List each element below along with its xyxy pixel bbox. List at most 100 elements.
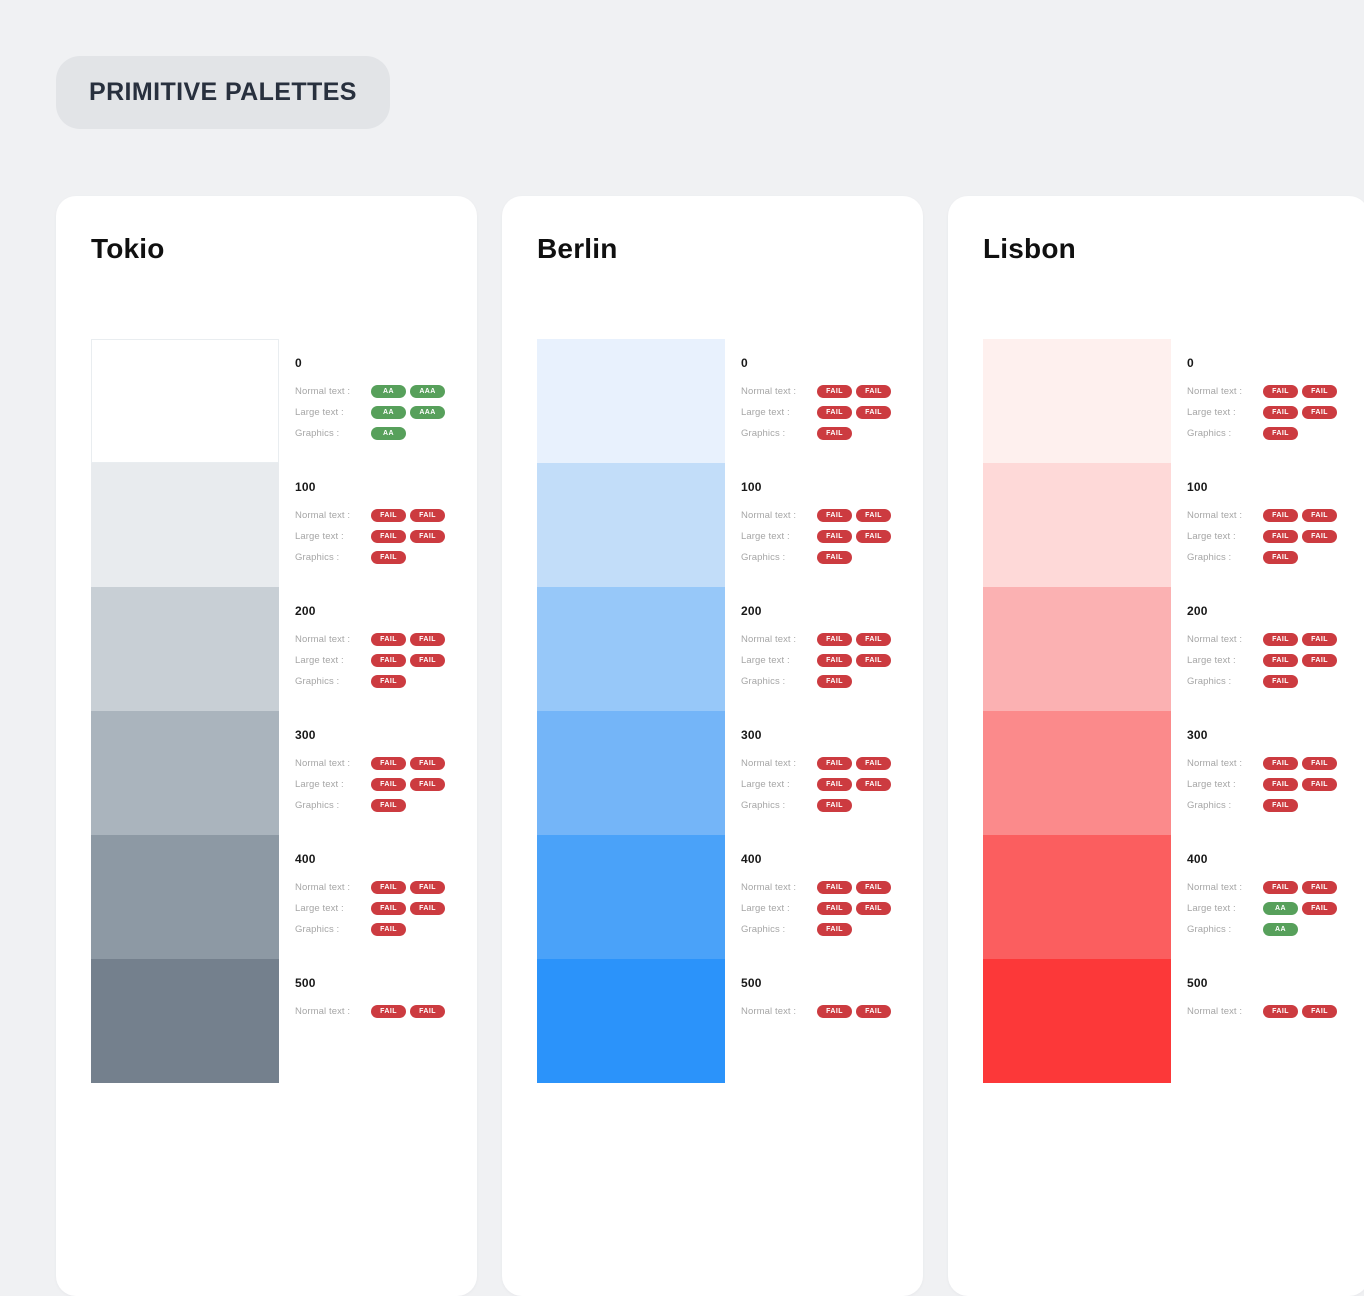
contrast-badges: FAIL FAIL [371, 902, 445, 915]
scale-label: 500 [1187, 976, 1208, 990]
color-swatch-100 [91, 463, 279, 587]
contrast-row: Normal text : FAIL FAIL [741, 877, 923, 898]
contrast-row: Normal text : FAIL FAIL [295, 877, 477, 898]
contrast-row-label: Normal text : [1187, 758, 1243, 769]
palette-card-berlin: Berlin 0 Normal text : FAIL FAIL Large text :… [502, 196, 923, 1296]
swatch-column [537, 339, 725, 1083]
scale-group-300: 300 Normal text : FAIL FAIL Large text : FAIL… [1187, 711, 1364, 835]
palette-card-tokio: Tokio 0 Normal text : AA AAA Large text : AA AA… [56, 196, 477, 1296]
contrast-badges: FAIL FAIL [1263, 778, 1337, 791]
contrast-row-label: Graphics : [741, 924, 786, 935]
contrast-badge: FAIL [856, 509, 891, 522]
contrast-row-label: Graphics : [1187, 428, 1232, 439]
contrast-badge: FAIL [1263, 509, 1298, 522]
contrast-badge: AA [371, 427, 406, 440]
color-swatch-300 [983, 711, 1171, 835]
contrast-row: Normal text : FAIL FAIL [741, 629, 923, 650]
contrast-row-label: Normal text : [741, 386, 797, 397]
contrast-row-label: Normal text : [295, 758, 351, 769]
contrast-row-label: Graphics : [295, 800, 340, 811]
contrast-badges: FAIL FAIL [817, 509, 891, 522]
contrast-row: Large text : AA FAIL [1187, 898, 1364, 919]
contrast-badge: FAIL [1263, 881, 1298, 894]
scale-group-500: 500 Normal text : FAIL FAIL [741, 959, 923, 1083]
contrast-row-label: Normal text : [295, 634, 351, 645]
contrast-badge: FAIL [856, 757, 891, 770]
color-swatch-300 [537, 711, 725, 835]
contrast-badge: FAIL [856, 530, 891, 543]
color-swatch-300 [91, 711, 279, 835]
palette-cards: Tokio 0 Normal text : AA AAA Large text : AA AA… [56, 196, 1364, 1296]
color-swatch-100 [983, 463, 1171, 587]
contrast-row: Large text : FAIL FAIL [1187, 526, 1364, 547]
scale-group-100: 100 Normal text : FAIL FAIL Large text : FAIL… [1187, 463, 1364, 587]
contrast-row: Large text : FAIL FAIL [295, 774, 477, 795]
contrast-row: Graphics : FAIL [295, 671, 477, 692]
color-swatch-500 [91, 959, 279, 1083]
contrast-row-label: Large text : [1187, 655, 1236, 666]
contrast-row-label: Large text : [1187, 779, 1236, 790]
contrast-badges: AA AAA [371, 385, 445, 398]
contrast-row: Graphics : FAIL [1187, 795, 1364, 816]
scale-group-200: 200 Normal text : FAIL FAIL Large text : FAIL… [741, 587, 923, 711]
contrast-badge: FAIL [1302, 778, 1337, 791]
scale-group-300: 300 Normal text : FAIL FAIL Large text : FAIL… [741, 711, 923, 835]
contrast-badges: FAIL FAIL [371, 530, 445, 543]
color-swatch-200 [91, 587, 279, 711]
contrast-row: Graphics : FAIL [741, 919, 923, 940]
contrast-row-label: Normal text : [295, 1006, 351, 1017]
contrast-badges: FAIL [1263, 427, 1298, 440]
contrast-badge: FAIL [856, 881, 891, 894]
contrast-badge: FAIL [817, 406, 852, 419]
contrast-row: Normal text : AA AAA [295, 381, 477, 402]
contrast-row-label: Graphics : [741, 552, 786, 563]
contrast-badge: FAIL [1263, 654, 1298, 667]
contrast-badges: FAIL [817, 551, 852, 564]
contrast-badge: FAIL [817, 923, 852, 936]
contrast-badges: FAIL FAIL [1263, 509, 1337, 522]
contrast-row: Graphics : FAIL [741, 795, 923, 816]
contrast-row: Graphics : FAIL [295, 795, 477, 816]
contrast-badges: FAIL FAIL [1263, 385, 1337, 398]
color-swatch-0 [537, 339, 725, 463]
contrast-row-label: Large text : [1187, 531, 1236, 542]
scale-group-400: 400 Normal text : FAIL FAIL Large text : FAIL… [295, 835, 477, 959]
contrast-row: Large text : FAIL FAIL [741, 774, 923, 795]
contrast-badge: FAIL [1263, 530, 1298, 543]
contrast-row-label: Normal text : [1187, 634, 1243, 645]
contrast-row: Large text : FAIL FAIL [741, 402, 923, 423]
contrast-row-label: Large text : [741, 903, 790, 914]
contrast-row: Large text : FAIL FAIL [741, 650, 923, 671]
contrast-badges: FAIL FAIL [817, 757, 891, 770]
contrast-badge: FAIL [371, 923, 406, 936]
contrast-badge: FAIL [1263, 406, 1298, 419]
contrast-badge: FAIL [371, 530, 406, 543]
scale-label: 100 [295, 480, 316, 494]
contrast-badge: FAIL [410, 778, 445, 791]
contrast-row: Large text : FAIL FAIL [295, 526, 477, 547]
contrast-badge: FAIL [856, 385, 891, 398]
contrast-badges: FAIL [1263, 799, 1298, 812]
contrast-badges: FAIL FAIL [1263, 881, 1337, 894]
contrast-row-label: Normal text : [1187, 510, 1243, 521]
scale-label: 300 [741, 728, 762, 742]
contrast-badge: FAIL [410, 530, 445, 543]
contrast-badge: FAIL [410, 633, 445, 646]
scale-label: 0 [1187, 356, 1194, 370]
contrast-row: Large text : FAIL FAIL [741, 526, 923, 547]
contrast-row-label: Graphics : [1187, 552, 1232, 563]
contrast-badge: FAIL [856, 1005, 891, 1018]
contrast-row: Graphics : FAIL [1187, 423, 1364, 444]
scale-label: 100 [1187, 480, 1208, 494]
contrast-row-label: Normal text : [1187, 386, 1243, 397]
color-swatch-500 [537, 959, 725, 1083]
contrast-badge: FAIL [410, 902, 445, 915]
palette-card-lisbon: Lisbon 0 Normal text : FAIL FAIL Large text :… [948, 196, 1364, 1296]
contrast-badge: AA [371, 385, 406, 398]
palette-body: 0 Normal text : FAIL FAIL Large text : FAIL FA… [537, 339, 923, 1083]
contrast-row: Graphics : FAIL [295, 919, 477, 940]
contrast-row-label: Normal text : [741, 1006, 797, 1017]
contrast-badge: FAIL [817, 427, 852, 440]
scale-label: 500 [295, 976, 316, 990]
contrast-row-label: Normal text : [295, 510, 351, 521]
